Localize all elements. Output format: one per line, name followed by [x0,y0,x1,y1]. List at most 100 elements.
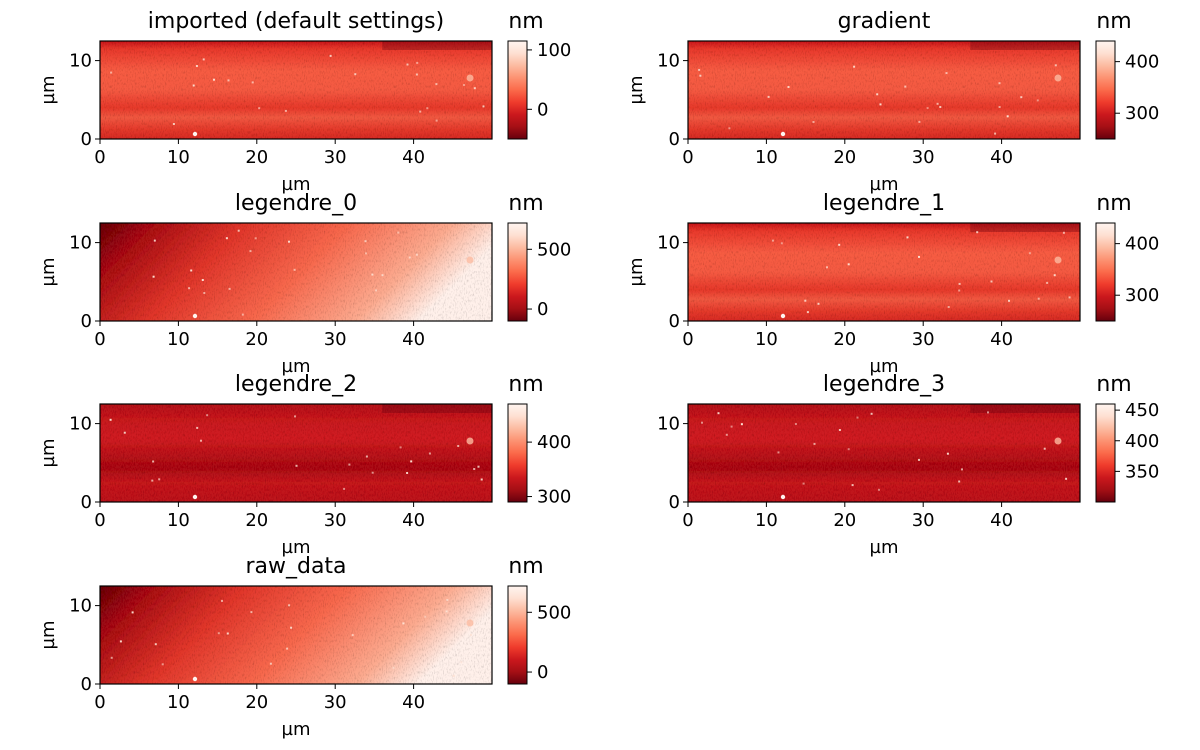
heatmap-speckle [445,610,448,613]
heatmap-speckle [918,255,920,258]
heatmap-speckle [381,274,384,277]
colorbar-tick-label: 400 [1125,234,1159,255]
heatmap-speckle [767,95,770,98]
colorbar [508,223,527,321]
y-tick-label: 0 [81,492,92,513]
y-axis-label: µm [38,76,59,105]
heatmap-speckle [794,423,797,425]
heatmap-speckle [365,252,367,255]
heatmap-speckle [994,132,997,135]
heatmap-speckle [473,87,476,90]
heatmap-speckle [354,73,357,76]
colorbar [1096,404,1115,502]
subplot-6: raw_data 0 10 20 30 40 µm 0 10 µm nm 0 500 [38,554,571,740]
heatmap-speckle [787,86,790,88]
subplot-title: legendre_0 [235,191,357,216]
heatmap-speckle [812,121,815,123]
heatmap-image [100,586,492,684]
x-axis-label: µm [870,174,899,195]
heatmap-speckle [237,229,240,232]
heatmap-speckle [397,231,400,234]
heatmap-speckle [131,611,134,614]
heatmap-speckle [998,106,1001,108]
heatmap-speckle [109,418,112,421]
heatmap-particle [192,131,198,137]
heatmap-speckle [435,83,438,86]
heatmap-speckle [206,414,209,417]
y-tick-label: 10 [69,51,92,72]
heatmap-speckle [227,79,230,82]
heatmap-speckle [288,240,290,243]
heatmap-speckle [813,442,816,445]
heatmap-speckle [213,78,215,81]
heatmap-speckle [804,299,807,302]
colorbar-label: nm [508,372,543,397]
heatmap-edge-band [382,41,492,50]
heatmap-speckle [1043,447,1046,450]
x-tick-label: 30 [324,147,347,168]
y-tick-label: 0 [669,129,680,150]
heatmap-speckle [151,479,154,482]
heatmap-speckle [158,478,161,481]
heatmap-particle [192,494,198,500]
heatmap-speckle [410,460,413,463]
heatmap-speckle [254,237,257,240]
heatmap-particle [1054,74,1062,82]
colorbar [508,586,527,684]
heatmap-speckle [904,85,907,88]
heatmap-speckle [936,102,939,105]
colorbar-tick-label: 400 [1125,431,1159,452]
x-tick-label: 20 [833,510,856,531]
heatmap-speckle [152,460,155,463]
axes-frame [99,403,493,503]
subplot-1: gradient 0 10 20 30 40 µm 0 10 µm nm 300 400 [626,9,1159,195]
heatmap-speckle [701,421,703,424]
heatmap-speckle [399,446,402,449]
colorbar-label: nm [508,191,543,216]
x-tick-label: 0 [682,147,693,168]
x-axis-label: µm [870,356,899,377]
heatmap-speckle [392,666,395,669]
heatmap-particle [780,313,786,319]
x-tick-label: 40 [402,147,425,168]
x-axis-label: µm [282,174,311,195]
y-tick-label: 10 [657,233,680,254]
heatmap-speckle [375,289,378,292]
heatmap-speckle [699,74,702,77]
heatmap-speckle [976,231,979,234]
x-tick-label: 10 [167,329,190,350]
heatmap-speckle [851,484,854,487]
heatmap-speckle [221,599,223,602]
colorbar-tick-label: 100 [537,40,571,61]
heatmap-speckle [249,250,252,253]
heatmap-particle [466,256,474,264]
x-tick-label: 0 [94,147,105,168]
heatmap-speckle [740,423,743,426]
heatmap-speckle [1037,297,1040,300]
x-tick-label: 20 [245,329,268,350]
x-axis-label: µm [282,537,311,558]
colorbar-frame [507,585,528,685]
heatmap-speckle [698,68,701,71]
heatmap-speckle [371,273,374,276]
heatmap-speckle [1065,477,1068,480]
heatmap-particle [192,676,198,682]
colorbar-tick-label: 300 [537,487,571,508]
heatmap-speckle [348,463,351,466]
colorbar-frame [507,403,528,503]
heatmap-speckle [1020,96,1023,99]
colorbar-tick-label: 350 [1125,461,1159,482]
x-tick-label: 20 [245,510,268,531]
heatmap-speckle [777,451,780,454]
y-tick-label: 0 [81,129,92,150]
x-tick-label: 30 [912,329,935,350]
y-tick-label: 10 [69,596,92,617]
x-tick-label: 30 [912,147,935,168]
heatmap-speckle [802,482,805,485]
x-tick-label: 30 [324,692,347,713]
subplot-title: legendre_3 [823,372,945,397]
heatmap-speckle [371,471,374,474]
colorbar-tick-label: 300 [1125,285,1159,306]
heatmap-speckle [123,431,126,434]
